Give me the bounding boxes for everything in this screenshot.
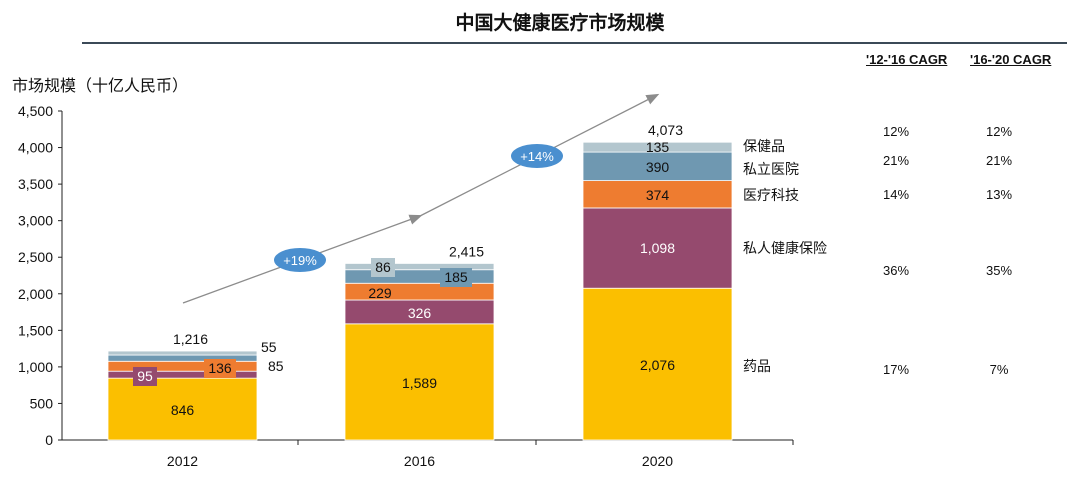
data-label-box (204, 359, 236, 378)
y-tick-label: 3,000 (18, 213, 53, 229)
y-tick-label: 1,500 (18, 322, 53, 338)
data-label: 185 (444, 269, 468, 285)
bar-segment (582, 207, 733, 289)
bar-segment (344, 323, 495, 441)
data-label: 229 (368, 285, 392, 301)
bar-segment (582, 180, 733, 209)
total-label: 2,415 (449, 243, 484, 259)
data-label-box (371, 258, 395, 277)
data-label: 85 (268, 358, 284, 374)
y-tick-label: 2,500 (18, 249, 53, 265)
data-label: 374 (646, 187, 670, 203)
data-label: 1,098 (640, 240, 675, 256)
cagr-value-2016-2020: 7% (989, 362, 1009, 377)
cagr-value-2016-2020: 13% (985, 187, 1013, 202)
cagr-value-2012-2016: 12% (882, 124, 910, 139)
x-tick-label: 2020 (642, 453, 673, 469)
data-label: 135 (646, 139, 670, 155)
data-label: 2,076 (640, 357, 675, 373)
data-label: 326 (408, 305, 432, 321)
segment-name-label: 药品 (743, 359, 771, 375)
total-label: 4,073 (648, 122, 683, 138)
cagr-header-2016-2020: '16-'20 CAGR (970, 52, 1052, 67)
y-tick-label: 1,000 (18, 359, 53, 375)
y-tick-label: 500 (30, 395, 54, 411)
segment-name-label: 保健品 (743, 139, 785, 155)
cagr-value-2012-2016: 17% (882, 362, 910, 377)
data-label: 136 (208, 360, 232, 376)
data-label-box (440, 268, 472, 287)
cagr-value-2016-2020: 35% (985, 263, 1013, 278)
y-axis-label: 市场规模（十亿人民币） (12, 76, 189, 95)
growth-badge (511, 144, 563, 168)
data-label: 846 (171, 402, 195, 418)
title-divider (82, 42, 1067, 44)
y-tick-label: 2,000 (18, 286, 53, 302)
cagr-value-2012-2016: 14% (882, 187, 910, 202)
data-label: 55 (261, 339, 277, 355)
growth-label: +19% (283, 253, 317, 268)
bar-segment (107, 377, 258, 441)
data-label: 1,589 (402, 375, 437, 391)
data-label: 390 (646, 159, 670, 175)
y-tick-label: 4,500 (18, 103, 53, 119)
cagr-header-2012-2016: '12-'16 CAGR (866, 52, 948, 67)
growth-badge (274, 248, 326, 272)
bar-segment (582, 141, 733, 153)
bar-segment (582, 151, 733, 182)
cagr-value-2016-2020: 21% (985, 153, 1013, 168)
bar-segment (107, 350, 258, 356)
segment-name-label: 私人健康保险 (743, 240, 827, 257)
segment-name-label: 私立医院 (743, 162, 799, 178)
x-tick-label: 2016 (404, 453, 435, 469)
total-label: 1,216 (173, 331, 208, 347)
bar-segment (344, 263, 495, 271)
data-label: 86 (375, 259, 391, 275)
cagr-value-2016-2020: 12% (985, 124, 1013, 139)
chart-title: 中国大健康医疗市场规模 (455, 12, 665, 34)
cagr-value-2012-2016: 21% (882, 153, 910, 168)
growth-label: +14% (520, 149, 554, 164)
x-tick-label: 2012 (167, 453, 198, 469)
data-label: 95 (137, 368, 153, 384)
y-tick-label: 3,500 (18, 176, 53, 192)
y-tick-label: 4,000 (18, 140, 53, 156)
y-tick-label: 0 (45, 432, 53, 448)
data-label-box (133, 367, 157, 386)
cagr-value-2012-2016: 36% (882, 263, 910, 278)
bar-segment (582, 287, 733, 441)
segment-name-label: 医疗科技 (743, 188, 799, 204)
